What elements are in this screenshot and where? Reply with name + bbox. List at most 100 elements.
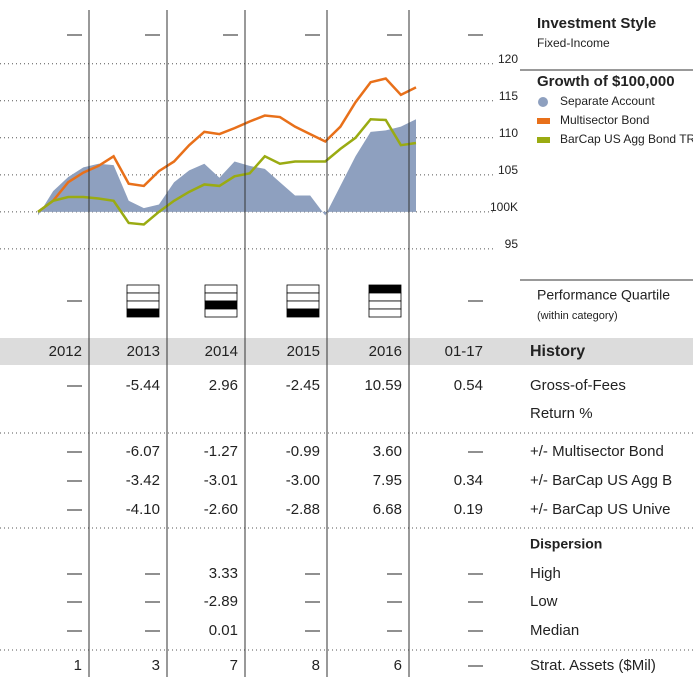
cell: -3.42: [126, 472, 160, 489]
cell: —: [67, 443, 82, 460]
legend-marker: [538, 97, 548, 107]
area: [38, 119, 416, 216]
cell: —: [468, 593, 483, 610]
history-band: [0, 338, 693, 365]
cell: 0.01: [209, 622, 238, 639]
cell: —: [67, 472, 82, 489]
cell: 10.59: [364, 377, 402, 394]
style-cell: —: [468, 26, 483, 43]
quartile-box: [126, 292, 160, 302]
quartile-box: [368, 292, 402, 302]
style-cell: —: [223, 26, 238, 43]
quartile-box: [286, 300, 320, 310]
cell: -2.88: [286, 501, 320, 518]
cell: —: [468, 657, 483, 674]
cell: 6.68: [373, 501, 402, 518]
cell: —: [387, 622, 402, 639]
year: 2014: [205, 343, 238, 360]
quartile-box: [286, 292, 320, 302]
cell: —: [67, 593, 82, 610]
cell: -2.45: [286, 377, 320, 394]
cell: —: [67, 565, 82, 582]
row-label: Median: [530, 622, 579, 639]
cell: 0.34: [454, 472, 483, 489]
quartile-box: [204, 308, 238, 318]
cell: 1: [74, 657, 82, 674]
quartile-cell: —: [468, 292, 483, 309]
legend-marker: [537, 118, 550, 124]
cell: -3.01: [204, 472, 238, 489]
row-label: High: [530, 565, 561, 582]
quartile-box: [286, 284, 320, 294]
cell: 7.95: [373, 472, 402, 489]
cell: 3.33: [209, 565, 238, 582]
style-subtitle: Fixed-Income: [537, 36, 610, 50]
cell: —: [305, 565, 320, 582]
cell: 0.54: [454, 377, 483, 394]
cell: —: [145, 593, 160, 610]
style-cell: —: [145, 26, 160, 43]
row-label: Low: [530, 593, 558, 610]
cell: 0.19: [454, 501, 483, 518]
row-label: +/- BarCap US Agg B: [530, 472, 672, 489]
cell: 3: [152, 657, 160, 674]
quartile-subtitle: (within category): [537, 310, 618, 322]
cell: —: [145, 565, 160, 582]
quartile-box: [204, 284, 238, 294]
line: [37, 117, 417, 226]
row-label: Strat. Assets ($Mil): [530, 657, 656, 674]
cell: 7: [230, 657, 238, 674]
y-tick-label: 105: [498, 163, 518, 177]
cell: 3.60: [373, 443, 402, 460]
quartile-fill: [286, 308, 320, 318]
cell: 2.96: [209, 377, 238, 394]
dispersion-title: Dispersion: [530, 536, 602, 552]
quartile-box: [126, 284, 160, 294]
cell: -5.44: [126, 377, 160, 394]
chart-title: Growth of $100,000: [537, 73, 675, 90]
quartile-box: [368, 308, 402, 318]
cell: —: [387, 593, 402, 610]
cell: —: [305, 593, 320, 610]
cell: —: [145, 622, 160, 639]
style-cell: —: [67, 26, 82, 43]
cell: -4.10: [126, 501, 160, 518]
y-tick-label: 110: [499, 126, 518, 140]
cell: 8: [312, 657, 320, 674]
cell: -2.60: [204, 501, 238, 518]
cell: —: [468, 622, 483, 639]
style-title: Investment Style: [537, 15, 656, 32]
quartile-fill: [204, 300, 238, 310]
row-label: Return %: [530, 405, 593, 422]
cell: —: [305, 622, 320, 639]
style-cell: —: [305, 26, 320, 43]
history-title: History: [530, 343, 585, 360]
legend-label: BarCap US Agg Bond TR: [560, 132, 693, 146]
legend-label: Multisector Bond: [560, 113, 649, 127]
legend-marker: [537, 137, 550, 143]
cell: -0.99: [286, 443, 320, 460]
cell: —: [67, 622, 82, 639]
cell: -6.07: [126, 443, 160, 460]
year: 2012: [49, 343, 82, 360]
cell: —: [387, 565, 402, 582]
cell: 6: [394, 657, 402, 674]
cell: -1.27: [204, 443, 238, 460]
style-cell: —: [387, 26, 402, 43]
quartile-box: [204, 292, 238, 302]
y-tick-label: 95: [505, 237, 519, 251]
row-label: Gross-of-Fees: [530, 377, 626, 394]
cell: —: [468, 565, 483, 582]
row-label: +/- Multisector Bond: [530, 443, 664, 460]
year: 2016: [369, 343, 402, 360]
year: 01-17: [445, 343, 483, 360]
cell: —: [67, 501, 82, 518]
y-tick-label: 115: [499, 89, 518, 103]
quartile-box: [126, 300, 160, 310]
cell: —: [468, 443, 483, 460]
y-tick-label: 100K: [490, 200, 518, 214]
legend-label: Separate Account: [560, 94, 655, 108]
cell: -3.00: [286, 472, 320, 489]
cell: -2.89: [204, 593, 238, 610]
